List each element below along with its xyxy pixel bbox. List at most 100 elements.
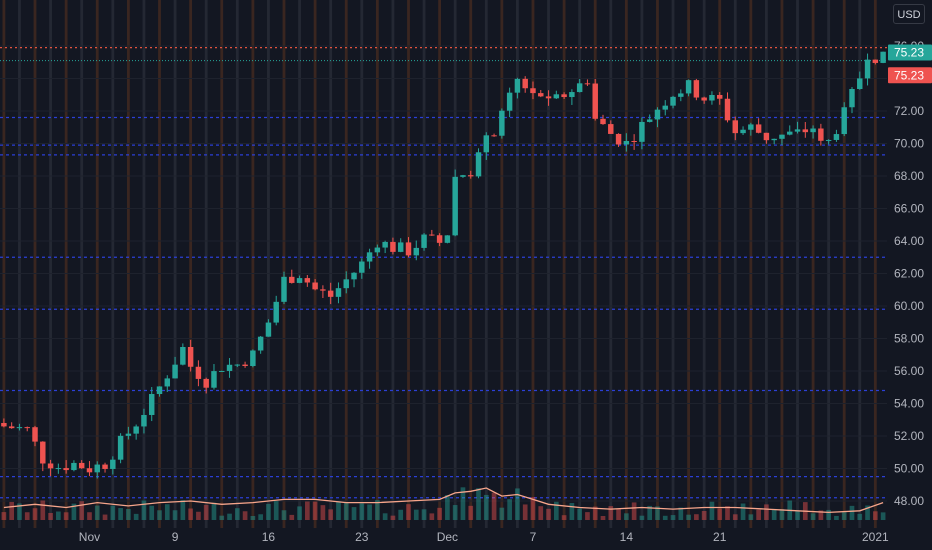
volume-bar [133,513,139,520]
volume-bar [297,506,302,520]
volume-bar [810,513,816,520]
volume-bar [367,504,372,520]
session-band [344,0,348,528]
candle-body [125,433,132,436]
candle-body [600,118,606,125]
currency-unit-button[interactable]: USD [893,4,925,24]
volume-bar [717,508,723,520]
volume-bar [24,512,30,520]
candle-body [405,242,412,256]
volume-bar [624,513,629,520]
volume-bar [429,513,435,520]
volume-bar [211,502,217,520]
volume-bar [709,501,715,520]
volume-bar [725,506,730,520]
price-badges: 75.23 75.23 [888,44,932,84]
volume-bar [553,501,559,520]
volume-bar [476,488,481,520]
volume-bar [701,511,707,520]
candle-body [810,128,816,133]
volume-bar [631,502,637,520]
volume-bar [795,511,800,520]
candlesticks [1,51,886,479]
volume-bar [203,504,209,520]
session-band [298,0,301,528]
session-band [282,0,286,528]
time-axis[interactable]: Nov 9 16 23 Dec 7 14 21 2021 [79,530,889,544]
candle-body [273,301,279,323]
volume-bar [515,488,520,520]
candle-body [281,276,287,302]
candle-body [195,366,202,379]
time-tick-label: 23 [355,530,369,544]
volume-bar [359,503,365,520]
price-badge [888,67,932,84]
candle-body [117,435,124,460]
volume-bar [118,508,123,520]
session-band [142,0,146,528]
volume-bar [756,509,761,520]
session-band [749,0,753,528]
price-tick-label: 54.00 [894,397,924,411]
session-band [656,0,659,528]
candle-body [771,138,777,141]
candle-body [304,278,311,283]
session-band [516,0,519,528]
candle-body [530,88,536,94]
candle-body [880,51,886,63]
price-axis[interactable]: 76.0074.0072.0070.0068.0066.0064.0062.00… [894,39,924,508]
session-band [702,0,706,528]
candle-body [569,92,575,98]
candle-body [78,462,85,469]
price-badge [888,44,932,61]
candle-body [219,370,225,372]
candle-body [755,124,762,133]
candle-body [242,364,248,367]
candle-body [351,272,357,280]
volume-bar [530,497,536,520]
level-lines [0,47,887,499]
session-band [764,0,768,528]
candle-body [849,88,855,108]
volume-bar [9,501,15,520]
volume-bar [872,511,878,520]
session-band [500,0,504,528]
price-tick-label: 72.00 [894,104,924,118]
candle-body [685,80,692,94]
volume-bar [577,508,582,520]
volume-bar [678,507,684,520]
volume-bar [320,505,326,520]
session-band [235,0,239,528]
candle-body [110,459,116,469]
session-band [49,0,52,528]
candle-body [693,80,700,98]
volume-bar [826,509,831,520]
session-band [220,0,224,528]
candle-body [779,134,785,139]
volume-bar [87,512,92,520]
price-badge-label: 75.23 [894,46,924,60]
candle-body [748,124,754,130]
candle-body [211,371,217,388]
volume-bar [250,515,256,520]
candle-body [382,241,388,248]
volume-bar [227,513,232,520]
volume-bar [219,515,225,520]
candle-body [296,278,303,283]
candle-body [203,378,209,388]
volume-bar [491,492,497,520]
volume-bar [600,515,606,520]
volume-bar [48,512,53,520]
candle-body [857,78,863,89]
volume-bar [188,508,193,520]
time-tick-label: 16 [262,530,276,544]
volume-bar [616,509,621,520]
candle-body [187,346,194,367]
volume-bars [1,487,886,520]
session-band [189,0,193,528]
candle-body [343,279,349,289]
volume-bar [764,504,769,520]
candle-body [818,128,824,141]
session-band [2,0,6,528]
